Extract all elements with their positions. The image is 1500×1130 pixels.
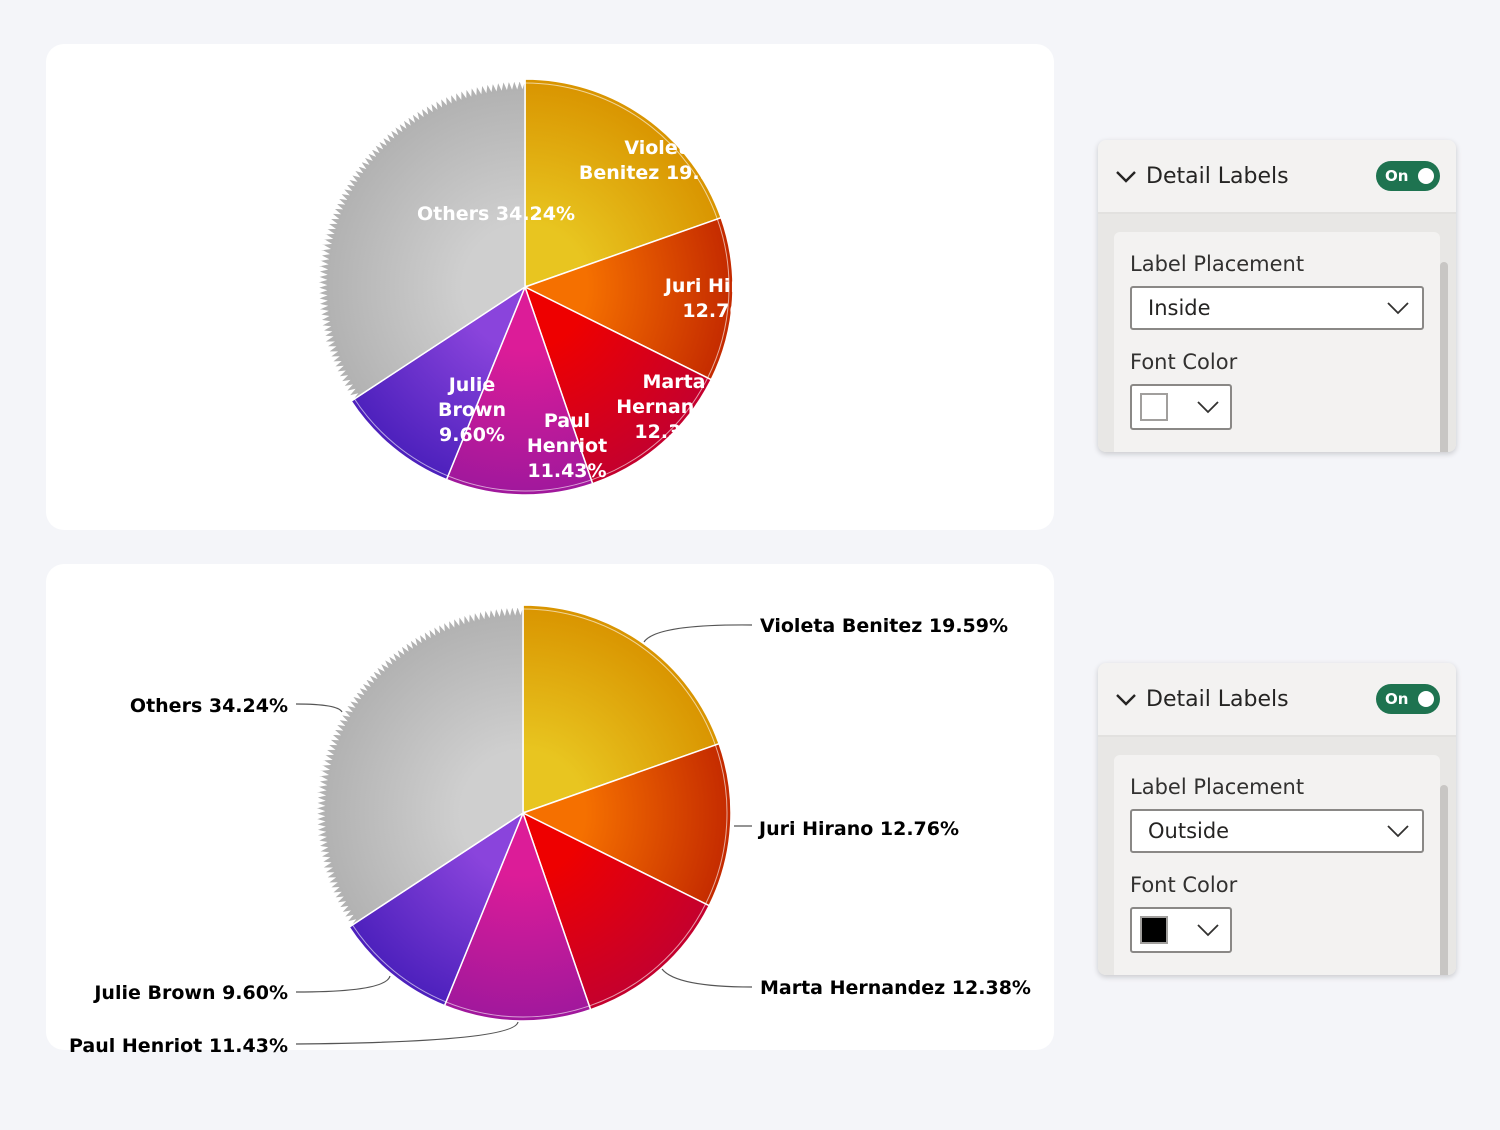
pie-slice-julie-brown[interactable] [348, 811, 525, 1007]
slice-rim [354, 398, 449, 477]
data-label: Others 34.24% [417, 203, 575, 225]
font-color-label: Font Color [1130, 350, 1238, 374]
chevron-down-icon [1387, 825, 1409, 838]
slice-rim [445, 1001, 590, 1018]
pie-chart-inside-labels: Violeta Benitez 19.59% Juri Hirano 12.76% Ma… [314, 76, 779, 496]
data-label: Violeta Benitez 19.59% [579, 137, 745, 184]
dropdown-value: Inside [1148, 296, 1211, 320]
slice-rim [591, 377, 709, 481]
detail-labels-panel-2: Detail Labels On Label Placement Outside… [1098, 663, 1456, 975]
chevron-down-icon [1197, 924, 1219, 937]
chevron-down-icon [1387, 302, 1409, 315]
data-label: Julie Brown 9.60% [438, 374, 506, 446]
toggle-knob [1418, 168, 1434, 184]
color-swatch [1140, 393, 1168, 421]
detail-labels-toggle[interactable]: On [1376, 684, 1440, 714]
font-color-picker[interactable] [1130, 384, 1232, 430]
pie-slice-others[interactable] [314, 76, 526, 402]
leader-line [295, 703, 343, 713]
pie-slice-marta-hernandez[interactable] [521, 811, 711, 1011]
data-label: Violeta Benitez 19.59% [760, 615, 1008, 637]
label-placement-label: Label Placement [1130, 252, 1305, 276]
color-swatch [1140, 916, 1168, 944]
data-label: Paul Henriot 11.43% [69, 1035, 288, 1057]
chevron-down-icon [1197, 401, 1219, 414]
dropdown-value: Outside [1148, 819, 1230, 843]
panel-title: Detail Labels [1146, 163, 1289, 189]
leader-line [295, 1021, 519, 1045]
slice-rim [522, 608, 716, 746]
pie-slice-violeta-benitez[interactable] [522, 604, 721, 815]
slice-rim [707, 218, 730, 379]
data-label: Paul Henriot 11.43% [527, 410, 607, 482]
pie-chart-card-outside: Violeta Benitez 19.59% Juri Hirano 12.76%… [46, 564, 1054, 1057]
scrollbar[interactable] [1440, 785, 1448, 975]
label-placement-dropdown[interactable]: Inside [1130, 286, 1424, 330]
font-color-picker[interactable] [1130, 907, 1232, 953]
pie-slice-paul-henriot[interactable] [445, 284, 594, 496]
data-label: Juri Hirano 12.76% [757, 818, 959, 840]
panel-header[interactable]: Detail Labels On [1098, 663, 1456, 737]
detail-labels-toggle[interactable]: On [1376, 161, 1440, 191]
pie-chart-card-inside: Violeta Benitez 19.59% Juri Hirano 12.76% Ma… [46, 44, 1054, 530]
leader-line [643, 624, 753, 643]
label-placement-dropdown[interactable]: Outside [1130, 809, 1424, 853]
data-label: Marta Hernandez 12.38% [616, 371, 732, 443]
chevron-down-icon[interactable] [1114, 687, 1138, 711]
slice-rim [447, 475, 592, 492]
detail-labels-panel-1: Detail Labels On Label Placement Inside … [1098, 140, 1456, 452]
pie-slice-marta-hernandez[interactable] [523, 285, 713, 485]
pie-slice-juri-hirano[interactable] [521, 742, 732, 907]
slice-rim [352, 924, 447, 1003]
toggle-knob [1418, 691, 1434, 707]
pie-slice-juri-hirano[interactable] [523, 216, 734, 381]
slice-rim [705, 744, 728, 905]
label-placement-label: Label Placement [1130, 775, 1305, 799]
scrollbar[interactable] [1440, 262, 1448, 452]
data-label: Juri Hirano 12.76% [663, 275, 779, 322]
font-color-label: Font Color [1130, 873, 1238, 897]
pie-slice-julie-brown[interactable] [350, 285, 527, 481]
leader-line [661, 968, 753, 988]
leader-line [295, 975, 391, 993]
pie-slice-others[interactable] [312, 602, 524, 928]
data-label: Julie Brown 9.60% [92, 982, 288, 1004]
panel-title: Detail Labels [1146, 686, 1289, 712]
pie-slice-violeta-benitez[interactable] [524, 78, 723, 289]
data-label: Others 34.24% [130, 695, 288, 717]
pie-chart-outside-labels: Violeta Benitez 19.59% Juri Hirano 12.76%… [69, 602, 1031, 1057]
panel-header[interactable]: Detail Labels On [1098, 140, 1456, 214]
toggle-label: On [1385, 167, 1409, 185]
chevron-down-icon[interactable] [1114, 164, 1138, 188]
data-label: Marta Hernandez 12.38% [760, 977, 1031, 999]
slice-rim [589, 903, 707, 1007]
pie-slice-paul-henriot[interactable] [443, 810, 592, 1022]
slice-rim [524, 82, 718, 220]
toggle-label: On [1385, 690, 1409, 708]
